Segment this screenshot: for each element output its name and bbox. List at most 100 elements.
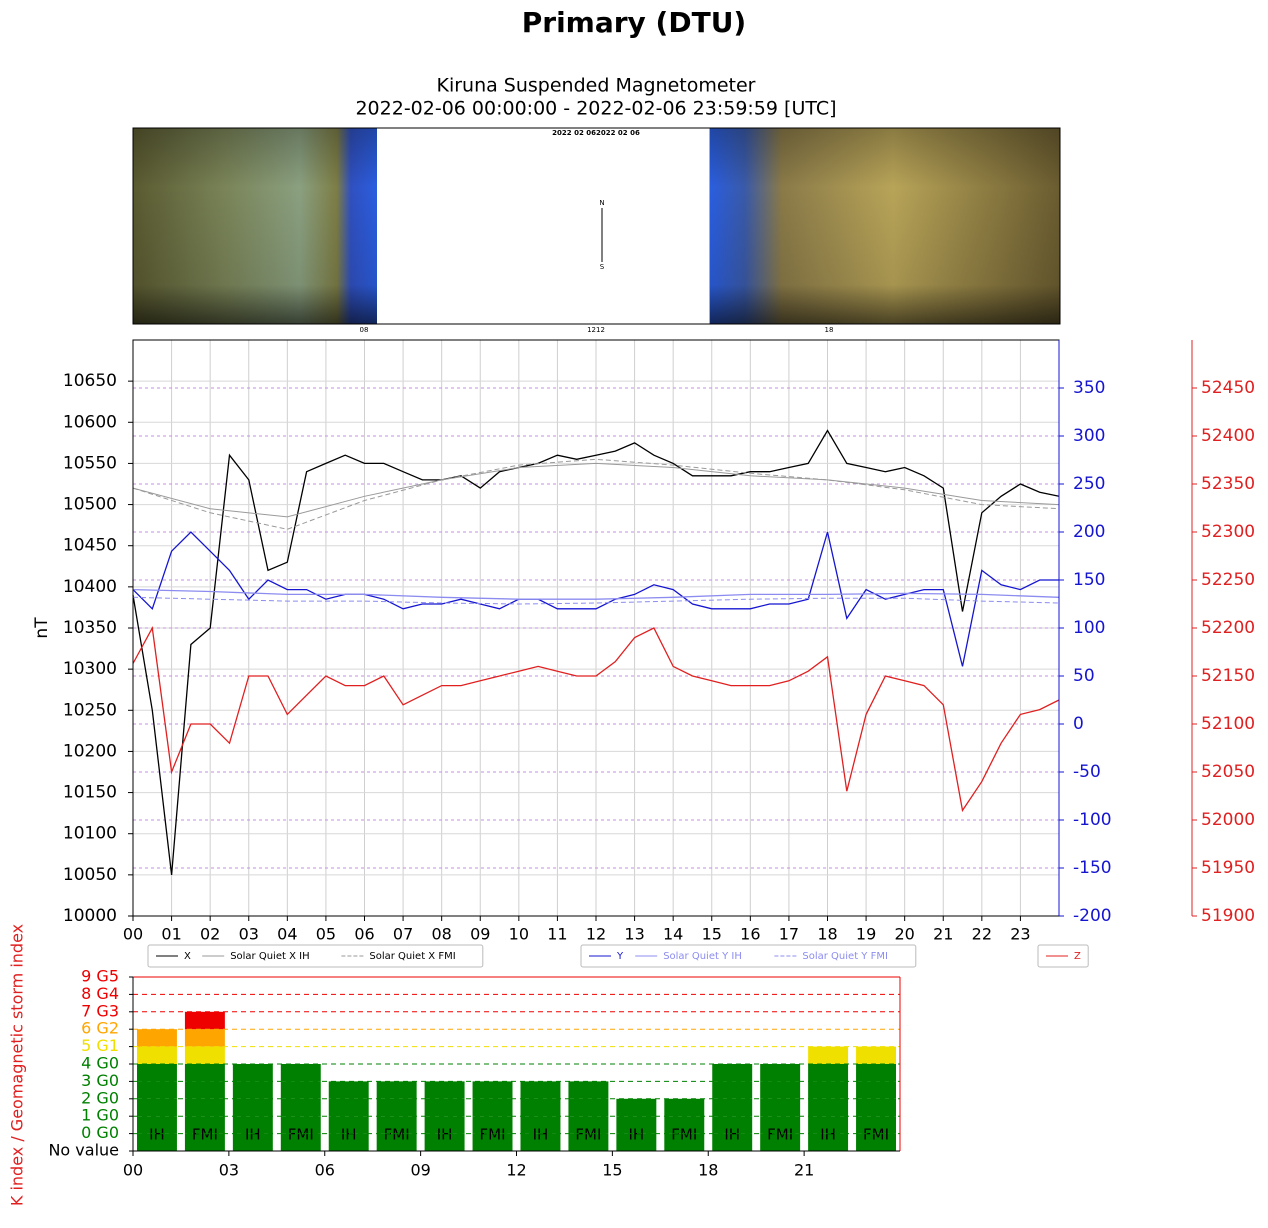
legend-label: Z: [1074, 951, 1081, 962]
bar-segment: [856, 1098, 897, 1117]
x-tick-label: 00: [123, 925, 143, 944]
bar-segment: [520, 1133, 561, 1151]
bar-segment: [568, 1098, 609, 1117]
bar-segment: [184, 1046, 225, 1064]
y-tick-label: 10450: [63, 536, 117, 556]
y-tick-label: 10150: [63, 783, 117, 803]
x-tick-label: 07: [393, 925, 413, 944]
x-tick-label: 00: [123, 1161, 143, 1180]
chart-title: Kiruna Suspended Magnetometer: [436, 75, 755, 97]
y2-tick-label: -100: [1073, 810, 1112, 830]
y3-tick-label: 51900: [1201, 906, 1255, 926]
y-tick-label: 7 G3: [81, 1001, 119, 1020]
bar-segment: [424, 1098, 465, 1117]
bar-label: FMI: [863, 1126, 889, 1144]
y-tick-label: 10050: [63, 865, 117, 885]
x-tick-label: 18: [817, 925, 837, 944]
bar-segment: [856, 1133, 897, 1151]
chart-subtitle: 2022-02-06 00:00:00 - 2022-02-06 23:59:5…: [355, 98, 836, 120]
bar-label: IH: [724, 1126, 740, 1144]
bar-segment: [184, 1098, 225, 1117]
bar-segment: [760, 1133, 801, 1151]
keogram-tick: 18: [825, 326, 834, 334]
x-tick-label: 01: [161, 925, 181, 944]
x-tick-label: 12: [586, 925, 606, 944]
y-tick-label: 10550: [63, 453, 117, 473]
x-tick-label: 03: [219, 1161, 239, 1180]
y-tick-label: 10250: [63, 700, 117, 720]
bar-segment: [184, 1029, 225, 1047]
x-tick-label: 08: [431, 925, 451, 944]
y2-tick-label: -150: [1073, 858, 1112, 878]
y2-tick-label: 350: [1073, 378, 1105, 398]
y-tick-label: 10200: [63, 741, 117, 761]
bar-segment: [184, 1064, 225, 1082]
legend-label: Solar Quiet X IH: [230, 951, 309, 962]
y2-tick-label: 150: [1073, 570, 1105, 590]
legend-label: X: [184, 951, 191, 962]
y-tick-label: 6 G2: [81, 1019, 119, 1038]
y-tick-label: 10350: [63, 618, 117, 638]
y-tick-label: 5 G1: [81, 1036, 119, 1055]
keogram-tick: 1212: [587, 326, 605, 334]
bar-label: FMI: [192, 1126, 218, 1144]
bar-segment: [232, 1133, 273, 1151]
bar-segment: [232, 1081, 273, 1099]
keogram-tick: 08: [360, 326, 369, 334]
x-tick-label: 12: [506, 1161, 526, 1180]
bar-segment: [472, 1098, 513, 1117]
y2-tick-label: 100: [1073, 618, 1105, 638]
bar-segment: [808, 1081, 849, 1099]
keogram-north: N: [599, 199, 604, 207]
y3-tick-label: 52450: [1201, 378, 1255, 398]
bar-label: IH: [341, 1126, 357, 1144]
y-tick-label: 3 G0: [81, 1071, 119, 1090]
bar-segment: [808, 1098, 849, 1117]
bar-segment: [712, 1116, 753, 1134]
bar-segment: [376, 1098, 417, 1117]
bar-segment: [760, 1064, 801, 1082]
bar-segment: [472, 1081, 513, 1099]
keogram-shade: [710, 128, 1060, 324]
bar-segment: [856, 1046, 897, 1064]
bar-label: FMI: [384, 1126, 410, 1144]
bar-label: IH: [820, 1126, 836, 1144]
y3-tick-label: 52200: [1201, 618, 1255, 638]
bar-segment: [664, 1133, 705, 1151]
bar-segment: [760, 1116, 801, 1134]
bar-segment: [520, 1098, 561, 1117]
bar-label: IH: [149, 1126, 165, 1144]
y2-tick-label: 200: [1073, 522, 1105, 542]
bar-segment: [712, 1064, 753, 1082]
bar-label: FMI: [575, 1126, 601, 1144]
bar-segment: [184, 1081, 225, 1099]
x-tick-label: 22: [972, 925, 992, 944]
y3-tick-label: 52150: [1201, 666, 1255, 686]
x-tick-label: 06: [315, 1161, 335, 1180]
x-tick-label: 20: [894, 925, 914, 944]
bar-segment: [424, 1133, 465, 1151]
y2-tick-label: -50: [1073, 762, 1101, 782]
y-axis-label: nT: [32, 617, 52, 639]
bar-segment: [856, 1081, 897, 1099]
y3-tick-label: 51950: [1201, 858, 1255, 878]
bar-segment: [760, 1081, 801, 1099]
legend: Y Solar Quiet Y IH Solar Quiet Y FMI: [580, 944, 917, 968]
bar-segment: [856, 1116, 897, 1134]
bar-segment: [664, 1098, 705, 1117]
y-tick-label: 10100: [63, 824, 117, 844]
x-tick-label: 11: [547, 925, 567, 944]
bar-segment: [280, 1116, 321, 1134]
legend-label: Y: [616, 951, 624, 962]
keogram-south: S: [600, 263, 605, 271]
y3-tick-label: 52300: [1201, 522, 1255, 542]
bar-segment: [424, 1116, 465, 1134]
keogram-shade: [133, 128, 377, 324]
bar-segment: [568, 1081, 609, 1099]
bar-segment: [472, 1133, 513, 1151]
bar-segment: [616, 1133, 657, 1151]
bar-segment: [136, 1064, 177, 1082]
y3-tick-label: 52250: [1201, 570, 1255, 590]
bar-segment: [328, 1133, 369, 1151]
bar-segment: [376, 1133, 417, 1151]
